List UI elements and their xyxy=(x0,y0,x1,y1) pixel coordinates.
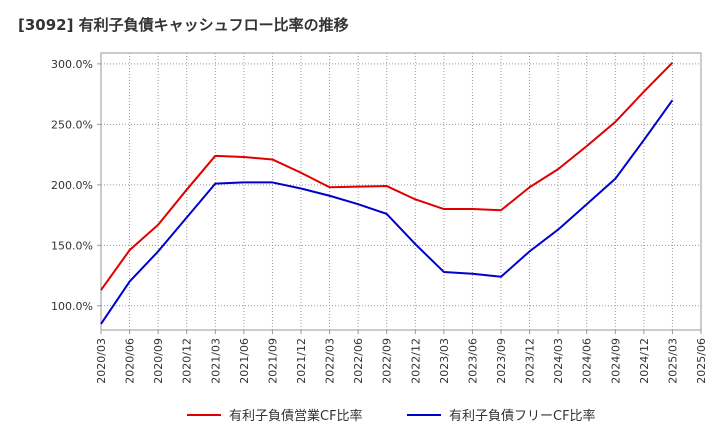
x-tick-label: 2020/09 xyxy=(152,338,165,384)
x-tick-label: 2022/12 xyxy=(409,338,422,384)
plot-area xyxy=(100,52,702,331)
x-axis: 2020/03 2020/06 2020/09 2020/12 2021/03 2021/… xyxy=(95,330,708,384)
y-tick-label: 200.0% xyxy=(51,179,93,192)
x-tick-label: 2020/12 xyxy=(181,338,194,384)
y-tick-label: 150.0% xyxy=(51,239,93,252)
x-tick-label: 2024/03 xyxy=(552,338,565,384)
x-tick-label: 2021/06 xyxy=(238,338,251,384)
x-tick-label: 2025/03 xyxy=(666,338,679,384)
x-tick-label: 2023/09 xyxy=(495,338,508,384)
legend: 有利子負債営業CF比率 有利子負債フリーCF比率 xyxy=(187,408,596,424)
y-tick-label: 100.0% xyxy=(51,300,93,313)
y-tick-label: 300.0% xyxy=(51,58,93,71)
x-tick-label: 2023/12 xyxy=(524,338,537,384)
x-tick-label: 2021/09 xyxy=(266,338,279,384)
legend-label-2: 有利子負債フリーCF比率 xyxy=(449,408,596,424)
x-tick-label: 2022/03 xyxy=(324,338,337,384)
chart-title: [3092] 有利子負債キャッシュフロー比率の推移 xyxy=(18,16,349,34)
x-tick-label: 2023/06 xyxy=(466,338,479,384)
x-tick-label: 2023/03 xyxy=(438,338,451,384)
x-tick-label: 2022/09 xyxy=(381,338,394,384)
x-tick-label: 2024/06 xyxy=(581,338,594,384)
y-tick-label: 250.0% xyxy=(51,118,93,131)
x-tick-label: 2021/03 xyxy=(209,338,222,384)
series-lines xyxy=(100,61,674,325)
x-tick-label: 2024/09 xyxy=(609,338,622,384)
x-tick-label: 2022/06 xyxy=(352,338,365,384)
x-tick-label: 2025/06 xyxy=(695,338,708,384)
x-tick-label: 2024/12 xyxy=(638,338,651,384)
x-tick-label: 2020/03 xyxy=(95,338,108,384)
series-line-1 xyxy=(100,61,674,291)
y-axis: 100.0% 150.0% 200.0% 250.0% 300.0% xyxy=(51,58,101,313)
x-tick-label: 2020/06 xyxy=(124,338,137,384)
x-tick-label: 2021/12 xyxy=(295,338,308,384)
legend-label-1: 有利子負債営業CF比率 xyxy=(229,408,363,424)
series-line-2 xyxy=(100,99,674,325)
grid-lines xyxy=(100,53,702,330)
